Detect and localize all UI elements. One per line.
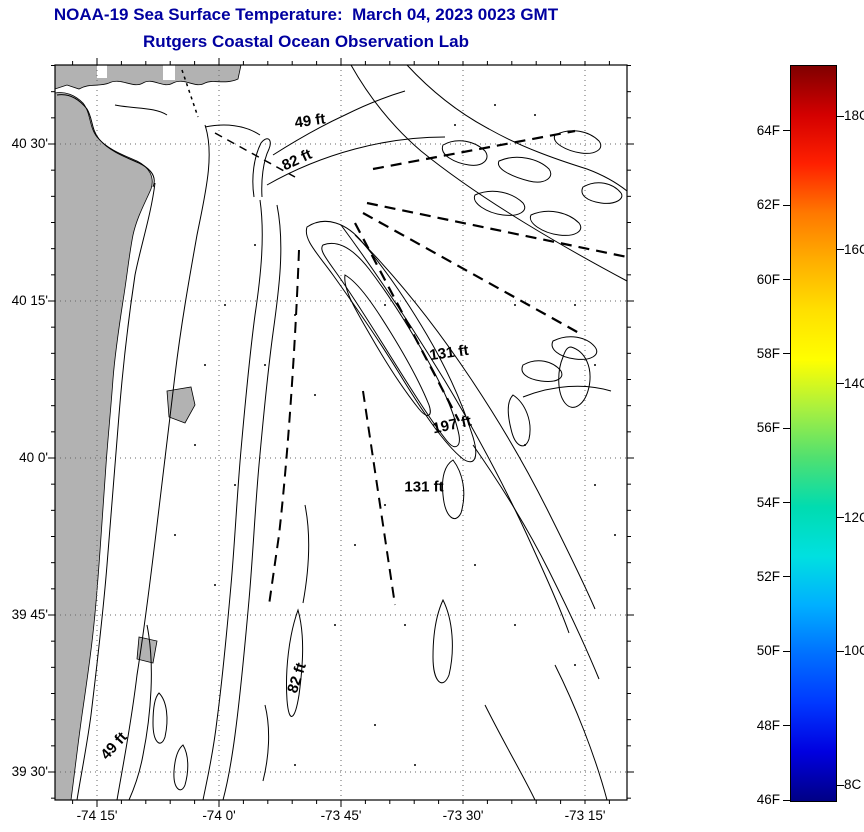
colorbar-tick — [783, 725, 790, 727]
colorbar-tick — [783, 279, 790, 281]
sandy-hook-outline — [252, 138, 271, 198]
colorbar-tick — [783, 130, 790, 132]
colorbar-tick — [837, 115, 844, 117]
depth-annotation: 49 ft — [293, 110, 327, 132]
map-canvas — [48, 58, 634, 807]
depth-annotation: 197 ft — [431, 412, 473, 438]
land-gaps — [97, 65, 175, 80]
depth-annotation: 82 ft — [279, 145, 315, 175]
lat-tick-label: 40 0' — [19, 450, 48, 465]
lon-tick-label: -73 15' — [564, 808, 606, 823]
colorbar-tick — [837, 650, 844, 652]
colorbar-fahrenheit-label: 46F — [756, 792, 780, 807]
grid-lines — [55, 65, 627, 800]
depth-annotation: 49 ft — [97, 728, 131, 764]
colorbar-celsius-label: 16C — [844, 241, 864, 257]
colorbar-celsius-label: 18C — [844, 108, 864, 124]
lon-tick-label: -74 0' — [202, 808, 236, 823]
lat-tick-label: 39 45' — [11, 607, 48, 622]
colorbar-tick — [837, 517, 844, 518]
colorbar-gradient — [791, 66, 836, 801]
depth-annotation: 131 ft — [404, 478, 444, 496]
colorbar-tick — [783, 502, 790, 504]
depth-annotation-layer: 49 ft 82 ft 131 ft 197 ft 131 ft 82 ft 49 ft — [55, 65, 627, 800]
lon-tick-label: -73 45' — [320, 808, 362, 823]
colorbar-fahrenheit-label: 64F — [756, 122, 780, 138]
depth-annotation: 131 ft — [428, 341, 470, 365]
lat-tick-label: 40 15' — [11, 293, 48, 308]
lat-tick-label: 40 30' — [11, 136, 48, 151]
colorbar-celsius-label: 14C — [844, 375, 864, 391]
colorbar-fahrenheit-label: 62F — [756, 197, 780, 213]
colorbar-celsius-label: 8C — [844, 777, 862, 793]
colorbar-tick — [783, 427, 790, 429]
colorbar-tick — [837, 383, 844, 385]
speckle-dots — [174, 104, 616, 766]
colorbar-tick — [837, 784, 844, 786]
lon-tick-label: -73 30' — [442, 808, 484, 823]
colorbar-fahrenheit-label: 56F — [756, 420, 780, 436]
map-plot: 49 ft 82 ft 131 ft 197 ft 131 ft 82 ft 49 ft — [48, 58, 634, 807]
colorbar — [790, 65, 837, 802]
colorbar-fahrenheit-label: 50F — [756, 643, 780, 659]
colorbar-celsius-label: 12C — [844, 509, 864, 525]
colorbar-fahrenheit-label: 60F — [756, 271, 780, 287]
colorbar-tick — [783, 799, 790, 801]
colorbar-fahrenheit-label: 54F — [756, 494, 780, 510]
colorbar-fahrenheit-label: 58F — [756, 345, 780, 361]
colorbar-tick — [837, 249, 844, 251]
colorbar-tick — [783, 650, 790, 652]
axis-ticks — [48, 58, 634, 807]
page-title: NOAA-19 Sea Surface Temperature: March 0… — [53, 5, 559, 24]
lat-tick-label: 39 30' — [11, 764, 48, 779]
colorbar-tick — [783, 353, 790, 355]
bathymetry-contours — [56, 64, 628, 801]
lon-tick-label: -74 15' — [76, 808, 118, 823]
shipping-lanes-dashed — [181, 69, 628, 606]
page-subtitle: Rutgers Coastal Ocean Observation Lab — [143, 32, 469, 51]
depth-annotation: 82 ft — [284, 660, 310, 696]
colorbar-celsius-label: 10C — [844, 643, 864, 659]
colorbar-fahrenheit-label: 48F — [756, 717, 780, 733]
colorbar-tick — [783, 576, 790, 578]
colorbar-tick — [783, 204, 790, 206]
colorbar-fahrenheit-label: 52F — [756, 568, 780, 584]
